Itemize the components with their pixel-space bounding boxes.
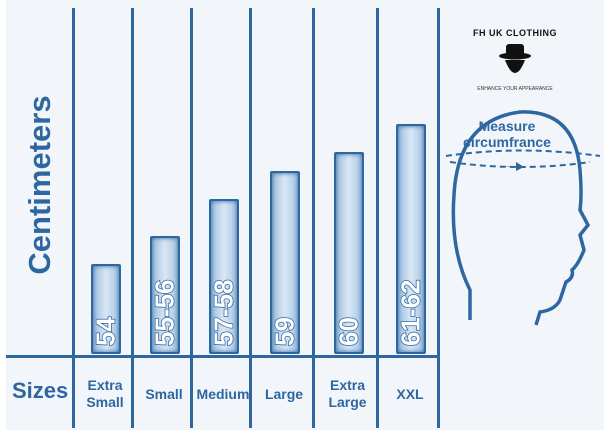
bar: 59 (269, 170, 301, 354)
bar: 55-56 (149, 236, 181, 354)
category-label: Small (145, 385, 183, 402)
bar: 61-62 (395, 123, 427, 354)
bar-value-label: 55-56 (149, 279, 181, 347)
column-divider (437, 8, 440, 428)
bar: 54 (90, 264, 122, 354)
logo-tagline: ENHANCE YOUR APPEARANCE (477, 86, 553, 92)
hat-man-icon (499, 44, 531, 73)
y-axis-label: Centimeters (22, 95, 57, 275)
baseline (6, 355, 438, 358)
bar-value-label: 59 (269, 316, 301, 346)
size-chart-board (6, 0, 604, 430)
x-axis-label: Sizes (12, 378, 69, 403)
column-divider (249, 8, 252, 428)
category-label: XXL (396, 385, 424, 402)
category-label: Extra Small (86, 377, 124, 410)
bar-value-label: 54 (90, 316, 122, 346)
column-divider (72, 8, 75, 428)
category-label: Large (264, 385, 304, 402)
column-divider (312, 8, 315, 428)
brand-logo: FH UK CLOTHING ENHANCE YOUR APPEARANCE (470, 26, 560, 98)
logo-brand: FH UK CLOTHING (473, 28, 557, 38)
bar-value-label: 60 (332, 316, 364, 346)
category-label: Extra Large (328, 377, 367, 410)
head-diagram (445, 110, 601, 326)
column-divider (376, 8, 379, 428)
bar: 60 (332, 152, 364, 354)
column-divider (131, 8, 134, 428)
bar-value-label: 61-62 (395, 279, 427, 347)
bar-value-label: 57-58 (208, 279, 240, 347)
diagram-title: Measure circumfrance (463, 118, 551, 150)
column-divider (190, 8, 193, 428)
bar: 57-58 (208, 198, 240, 354)
category-label: Medium (196, 385, 250, 402)
